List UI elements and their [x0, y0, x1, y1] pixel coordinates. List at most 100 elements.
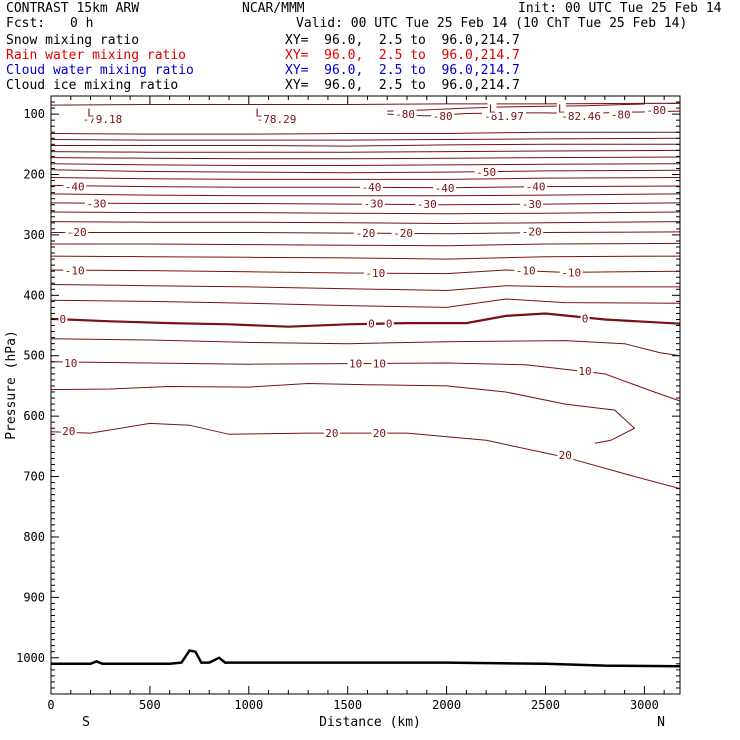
contour-label-bg-15 — [433, 181, 457, 194]
contour-label-20: -30 — [522, 198, 542, 211]
contour-label-bg-36 — [577, 364, 594, 377]
contour-label-9: L — [255, 106, 262, 119]
contour-label-11: L — [558, 103, 565, 116]
contour-label-10: L — [489, 103, 496, 116]
contour-label-18: -30 — [363, 198, 383, 211]
x-tick-label-2500: 2500 — [531, 698, 560, 712]
field-rain: Rain water mixing ratio — [6, 48, 187, 63]
contour-label-15: -40 — [435, 182, 455, 195]
contour-label-bg-5 — [644, 103, 668, 116]
x-tick-label-0: 0 — [47, 698, 54, 712]
isotherm-10 — [50, 177, 681, 180]
contour-label-bg-17 — [84, 197, 108, 210]
isotherm-13 — [50, 202, 681, 206]
y-tick-label-300: 300 — [23, 228, 45, 242]
contour-label-38: 20 — [325, 427, 338, 440]
contour-label-0: -80 — [395, 108, 415, 121]
contour-label-bg-7 — [254, 112, 299, 125]
contour-label-bg-24 — [520, 225, 544, 238]
contour-label-bg-0 — [393, 108, 417, 121]
init-time: Init: 00 UTC Tue 25 Feb 14 — [518, 1, 722, 16]
contour-label-bg-3 — [559, 109, 604, 122]
isotherm-21 — [50, 298, 681, 308]
isotherm-22 — [50, 312, 681, 328]
field-cloudice-xy: XY= 96.0, 2.5 to 96.0,214.7 — [285, 78, 520, 93]
contour-label-3: -82.46 — [561, 110, 601, 123]
contour-label-39: 20 — [373, 427, 386, 440]
contour-label-bg-13 — [63, 180, 87, 193]
isotherm-6 — [50, 149, 681, 153]
contour-label-1: -80 — [433, 110, 453, 123]
isotherm-23 — [50, 338, 681, 357]
contour-label-bg-19 — [415, 198, 439, 211]
fcst-value: 0 h — [70, 16, 94, 31]
y-tick-label-100: 100 — [23, 107, 45, 121]
contour-label-bg-11 — [556, 102, 566, 115]
contour-label-30: 0 — [368, 318, 375, 331]
direction-north: N — [657, 715, 665, 730]
contour-label-bg-16 — [524, 180, 548, 193]
contour-label-29: 0 — [60, 313, 67, 326]
contour-label-bg-10 — [487, 102, 497, 115]
contour-label-31: 0 — [386, 318, 393, 331]
contour-label-8: L — [87, 106, 94, 119]
contour-label-bg-31 — [384, 317, 394, 330]
field-cloudice: Cloud ice mixing ratio — [6, 78, 179, 93]
contour-label-13: -40 — [65, 181, 85, 194]
contour-label-14: -40 — [361, 181, 381, 194]
contour-label-35: 10 — [373, 358, 386, 371]
contour-label-bg-12 — [474, 166, 498, 179]
x-tick-label-2000: 2000 — [432, 698, 461, 712]
contour-label-22: -20 — [356, 227, 376, 240]
contour-label-bg-32 — [580, 312, 590, 325]
isotherm-26 — [50, 422, 681, 490]
isotherm-0 — [387, 102, 681, 112]
contour-label-bg-38 — [323, 427, 340, 440]
y-tick-label-500: 500 — [23, 349, 45, 363]
y-tick-label-400: 400 — [23, 288, 45, 302]
x-axis: 0 500 1000 1500 2000 2500 3000 — [47, 96, 665, 712]
contour-label-25: -10 — [65, 265, 85, 278]
isotherm-8 — [50, 163, 681, 166]
y-tick-label-200: 200 — [23, 168, 45, 182]
contour-label-bg-28 — [559, 266, 583, 279]
terrain-path — [51, 649, 681, 668]
terrain-line — [51, 649, 681, 668]
contour-label-bg-34 — [347, 357, 364, 370]
contour-label-bg-40 — [557, 448, 574, 461]
contour-label-bg-39 — [371, 427, 388, 440]
plot-frame — [50, 95, 681, 695]
contour-label-28: -10 — [561, 266, 581, 279]
direction-south: S — [82, 715, 90, 730]
contour-label-16: -40 — [526, 181, 546, 194]
x-tick-label-3000: 3000 — [630, 698, 659, 712]
isotherm-17 — [51, 242, 681, 247]
contour-label-bg-22 — [354, 227, 377, 240]
contour-label-27: -10 — [516, 265, 536, 278]
contour-label-32: 0 — [582, 312, 589, 325]
contour-label-bg-30 — [366, 317, 376, 330]
isotherm-14 — [50, 211, 681, 215]
isotherm-15 — [50, 221, 681, 225]
field-rain-xy: XY= 96.0, 2.5 to 96.0,214.7 — [285, 48, 520, 63]
isotherm-3 — [50, 131, 680, 135]
contour-label-bg-27 — [514, 264, 538, 277]
isotherm-20 — [50, 284, 680, 292]
isotherm-19 — [50, 269, 681, 275]
contour-label-bg-18 — [361, 197, 385, 210]
contour-label-bg-29 — [58, 312, 68, 325]
isotherm-24 — [50, 361, 681, 402]
contour-label-36: 10 — [578, 365, 591, 378]
isotherm-12 — [50, 193, 681, 197]
contour-label-17: -30 — [87, 198, 107, 211]
chart-title: CONTRAST 15km ARW — [6, 1, 140, 16]
y-tick-label-900: 900 — [23, 590, 45, 604]
x-tick-label-500: 500 — [139, 698, 161, 712]
contour-label-bg-37 — [60, 425, 77, 438]
fcst-label: Fcst: — [6, 16, 46, 31]
contour-label-34: 10 — [349, 358, 362, 371]
contour-label-bg-26 — [363, 266, 387, 279]
isotherm-16 — [51, 231, 681, 235]
contour-label-23: -20 — [393, 227, 413, 240]
